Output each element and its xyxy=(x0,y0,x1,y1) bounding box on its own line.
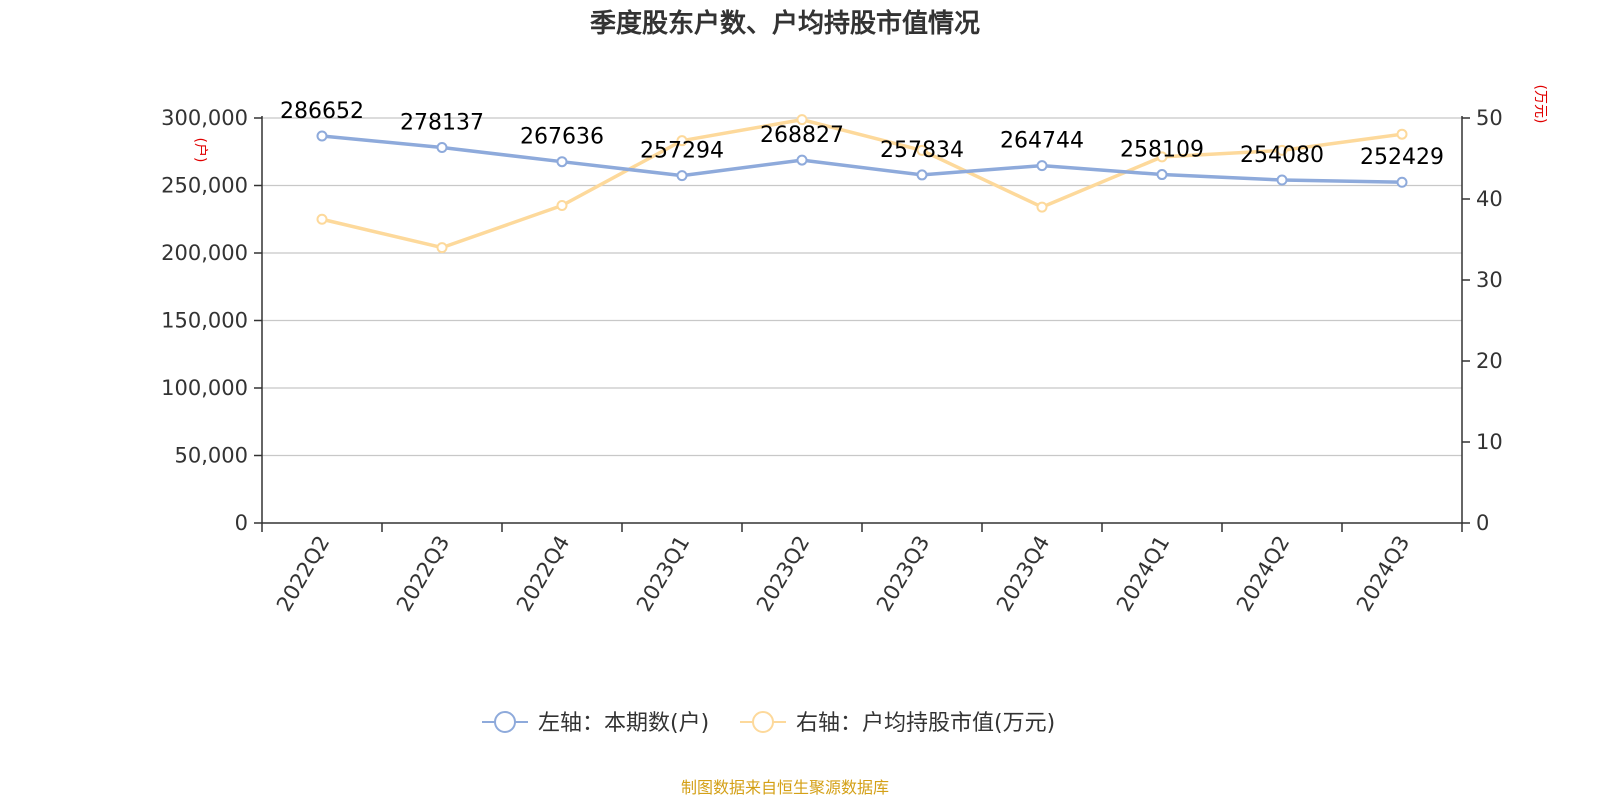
chart-title: 季度股东户数、户均持股市值情况 xyxy=(590,8,980,39)
x-axis-tick-label: 2022Q3 xyxy=(392,532,454,616)
series-point-1[interactable] xyxy=(556,199,568,211)
data-label: 268827 xyxy=(760,123,844,148)
series-point-0[interactable] xyxy=(676,170,688,182)
series-point-1[interactable] xyxy=(796,114,808,126)
series-point-0[interactable] xyxy=(556,156,568,168)
series-point-0[interactable] xyxy=(436,142,448,154)
left-axis-unit: (户) xyxy=(192,138,209,163)
right-axis-tick-label: 50 xyxy=(1476,106,1503,130)
legend-marker-0 xyxy=(494,711,516,733)
series-point-1[interactable] xyxy=(916,144,928,156)
legend-label-0[interactable]: 左轴：本期数(户) xyxy=(538,711,709,736)
x-axis-tick-label: 2022Q4 xyxy=(512,532,574,616)
series-point-1[interactable] xyxy=(1396,128,1408,140)
x-axis-tick-label: 2024Q3 xyxy=(1352,532,1414,616)
data-label: 252429 xyxy=(1360,145,1444,170)
left-axis-tick-label: 300,000 xyxy=(161,106,248,130)
legend-marker-1 xyxy=(752,711,774,733)
series-point-1[interactable] xyxy=(436,242,448,254)
series-point-0[interactable] xyxy=(1036,160,1048,172)
right-axis-unit: (万元) xyxy=(1532,85,1548,124)
legend-label-1[interactable]: 右轴：户均持股市值(万元) xyxy=(796,711,1055,736)
series-point-1[interactable] xyxy=(1036,201,1048,213)
left-axis-tick-label: 0 xyxy=(235,511,248,535)
series-line-0 xyxy=(321,134,1403,184)
data-label: 258109 xyxy=(1120,138,1204,163)
left-axis-tick-label: 50,000 xyxy=(175,444,248,468)
x-axis-tick-label: 2023Q3 xyxy=(872,532,934,616)
x-axis-tick-label: 2023Q1 xyxy=(632,532,694,616)
x-axis-tick-label: 2024Q1 xyxy=(1112,532,1174,616)
series-point-1[interactable] xyxy=(316,213,328,225)
series-point-0[interactable] xyxy=(1156,169,1168,181)
left-axis-tick-label: 200,000 xyxy=(161,241,248,265)
right-axis-tick-label: 0 xyxy=(1476,511,1489,535)
gridlines xyxy=(262,117,1462,457)
right-axis-tick-label: 10 xyxy=(1476,430,1503,454)
right-axis-tick-label: 20 xyxy=(1476,349,1503,373)
x-axis-tick-label: 2023Q2 xyxy=(752,532,814,616)
series-point-1[interactable] xyxy=(1156,151,1168,163)
data-label: 264744 xyxy=(1000,129,1084,154)
data-label: 267636 xyxy=(520,125,604,150)
data-label: 286652 xyxy=(280,99,364,124)
series-point-0[interactable] xyxy=(316,130,328,142)
source-note: 制图数据来自恒生聚源数据库 xyxy=(681,778,889,797)
series-point-1[interactable] xyxy=(1276,144,1288,156)
right-axis-tick-label: 40 xyxy=(1476,187,1503,211)
left-axis-tick-label: 250,000 xyxy=(161,174,248,198)
series-point-0[interactable] xyxy=(916,169,928,181)
x-axis-tick-label: 2023Q4 xyxy=(992,532,1054,616)
left-axis-tick-label: 100,000 xyxy=(161,376,248,400)
series-point-0[interactable] xyxy=(796,154,808,166)
data-label: 278137 xyxy=(400,111,484,136)
left-axis-tick-label: 150,000 xyxy=(161,309,248,333)
series-point-0[interactable] xyxy=(1276,174,1288,186)
data-label: 257834 xyxy=(880,138,964,163)
data-label: 257294 xyxy=(640,139,724,164)
right-axis-tick-label: 30 xyxy=(1476,268,1503,292)
x-axis-tick-label: 2024Q2 xyxy=(1232,532,1294,616)
series-line-1 xyxy=(321,117,1403,250)
legend[interactable]: 左轴：本期数(户) 右轴：户均持股市值(万元) xyxy=(482,711,1055,736)
series-layer xyxy=(316,114,1408,254)
series-point-0[interactable] xyxy=(1396,176,1408,188)
data-labels: 286652 278137 267636 257294 268827 257834 2647… xyxy=(280,99,1444,170)
axes: 0 50,000 100,000 150,000 200,000 250,000 300,0… xyxy=(161,85,1548,616)
x-axis-tick-label: 2022Q2 xyxy=(272,532,334,616)
data-label: 254080 xyxy=(1240,143,1324,168)
series-point-1[interactable] xyxy=(676,135,688,147)
